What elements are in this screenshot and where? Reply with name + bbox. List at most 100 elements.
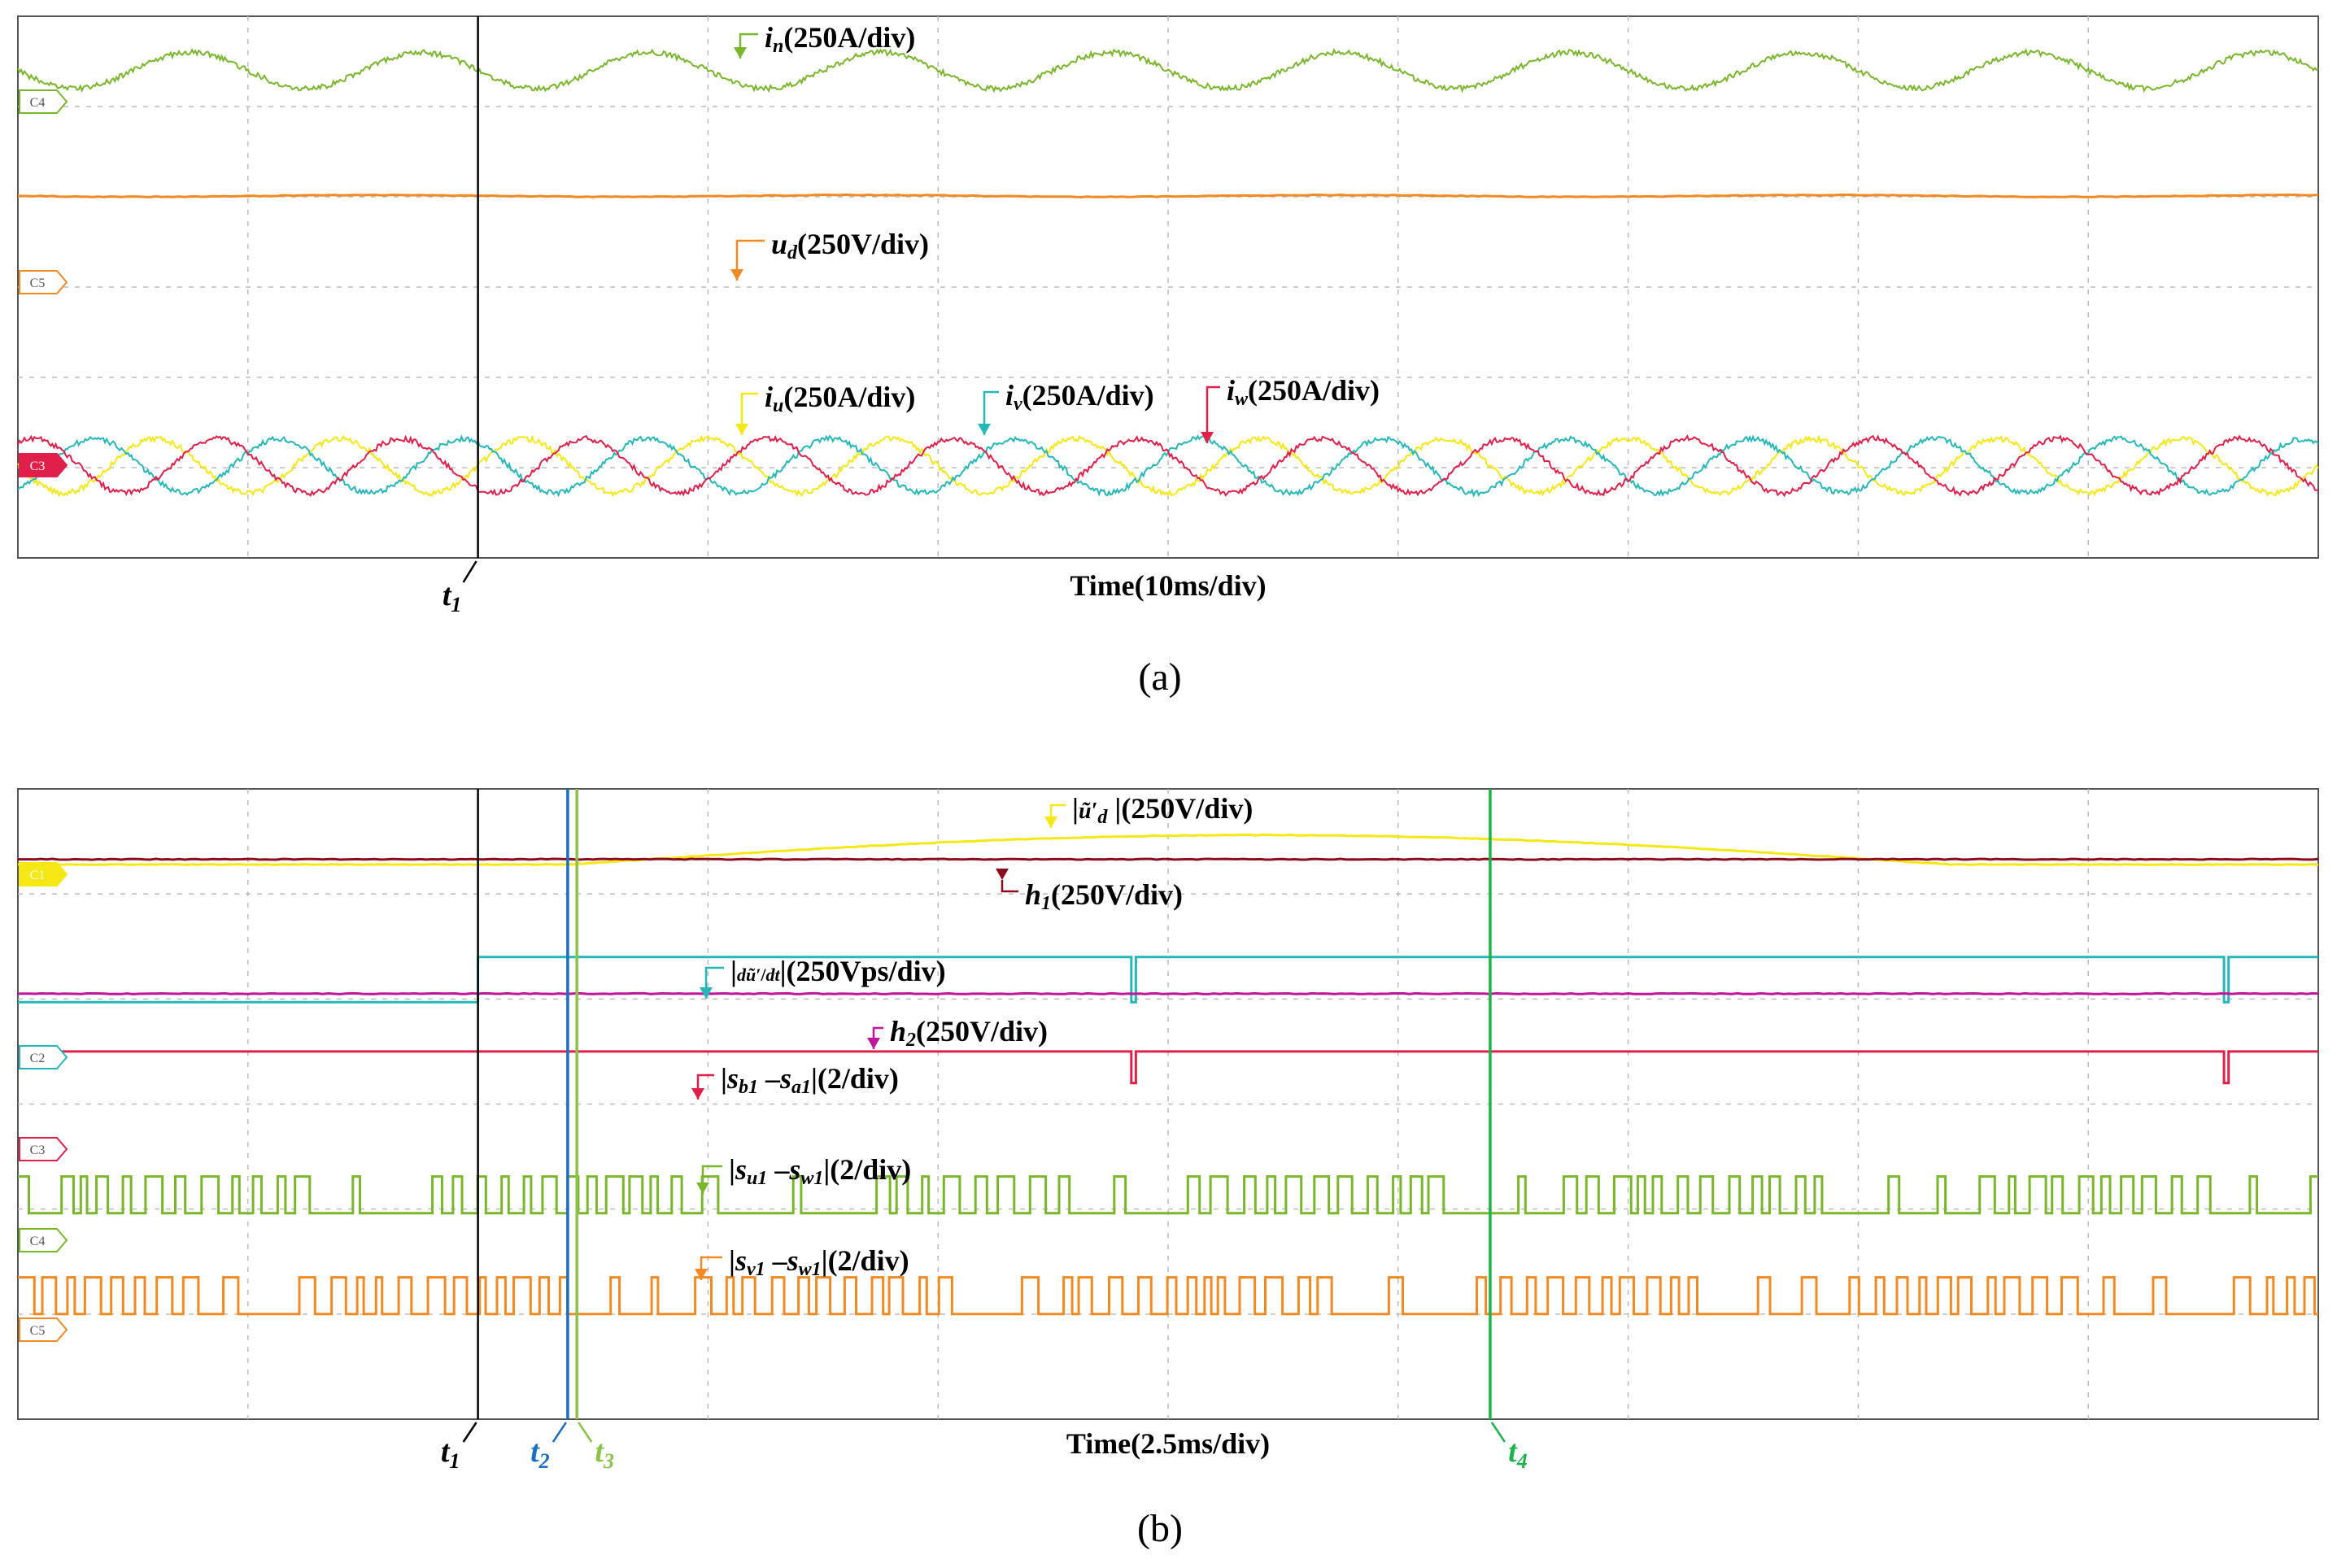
panel-b-label-sv1-sw1-part: v1: [747, 1259, 765, 1280]
channel-tag-text: C4: [30, 96, 46, 110]
panel-b-label-ud-abs: |ũ′d |(250V/div): [1072, 792, 1253, 828]
panel-b-xlabel: Time(2.5ms/div): [1066, 1427, 1270, 1460]
panel-b-label-su1-sw1-part: |(2/div): [823, 1153, 911, 1186]
panel-a-label-iu-arrow: [735, 424, 748, 435]
channel-tag-shape: [19, 1137, 68, 1161]
panel-b-label-h1-leader: [1001, 880, 1018, 893]
panel-a-caption: (a): [1138, 656, 1181, 699]
panel-b-label-h2: h2(250V/div): [890, 1015, 1048, 1051]
panel-a-label-in-arrow: [734, 47, 747, 59]
panel-b-label-sv1-sw1-part: –: [765, 1244, 788, 1277]
panel-a-trace-i-n: [17, 47, 2319, 94]
channel-tag-c4: C4: [19, 1228, 68, 1252]
panel-b-label-dudt-part: dũ′: [737, 965, 761, 985]
panel-b-label-h2-part: (250V/div): [916, 1015, 1048, 1048]
panel-a-label-ud: ud(250V/div): [771, 228, 929, 264]
panel-a-marker-t1-sub: 1: [451, 593, 461, 616]
panel-b-label-dudt-arrow: [700, 987, 713, 999]
channel-tag-text: C3: [30, 1143, 46, 1157]
panel-b-label-dudt-part: |(250Vps/div): [780, 955, 946, 987]
panel-b-marker-arrow-t3: [578, 1422, 593, 1443]
channel-tag-shape: [19, 1228, 68, 1252]
panel-a-label-iv-leader: [983, 390, 999, 435]
panel-b-marker-arrow-t1: [462, 1422, 477, 1443]
panel-b-trace-s-b1-s-a1: [18, 1050, 2318, 1085]
channel-tag-c1: C1: [19, 862, 68, 886]
panel-b-trace-u-d: [17, 834, 2319, 866]
panel-a-label-iv-part: i: [1005, 379, 1014, 412]
panel-a-label-iw-part: (250A/div): [1248, 374, 1380, 407]
panel-b-label-h1-part: (250V/div): [1051, 878, 1183, 911]
panel-b-label-h1: h1(250V/div): [1025, 878, 1183, 914]
panel-b-label-sb1-sa1-part: |: [721, 1062, 727, 1095]
panel-b-label-su1-sw1: |su1 –sw1|(2/div): [729, 1153, 911, 1189]
panel-b-label-su1-sw1-part: –: [767, 1153, 790, 1186]
panel-a-trace-u-d: [17, 193, 2319, 198]
panel-a-label-ud-arrow: [730, 269, 743, 281]
panel-b-label-sb1-sa1-part: s: [779, 1062, 791, 1095]
panel-b-label-ud-abs-part: ũ′: [1079, 799, 1097, 824]
panel-a-label-ud-part: u: [771, 228, 787, 260]
panel-b-label-sv1-sw1-arrow: [695, 1269, 708, 1280]
panel-b-label-sb1-sa1-part: –: [758, 1062, 781, 1095]
channel-tag-shape: [19, 270, 68, 294]
panel-b-label-sv1-sw1-part: |: [729, 1244, 735, 1277]
panel-b-label-sv1-sw1: |sv1 –sw1|(2/div): [729, 1244, 909, 1280]
panel-b-marker-t3-sub: 3: [603, 1449, 614, 1473]
panel-b-label-dudt-part: |: [730, 955, 737, 987]
panel-b-label-su1-sw1-part: u1: [747, 1168, 767, 1189]
panel-b-marker-t3: t3: [595, 1435, 614, 1473]
panel-a-label-iu: iu(250A/div): [765, 381, 915, 416]
panel-a-label-iu-leader: [740, 392, 758, 435]
panel-a-label-iw: iw(250A/div): [1227, 374, 1380, 410]
panel-b-label-sb1-sa1-arrow: [691, 1088, 704, 1100]
panel-b-trace-s-u1-s-w1: [18, 1175, 2318, 1215]
panel-b-label-h1-arrow: [996, 869, 1009, 880]
panel-a-marker-t1: t1: [443, 578, 462, 616]
panel-b-label-su1-sw1-part: s: [735, 1153, 747, 1186]
panel-b-marker-t2-sub: 2: [538, 1449, 550, 1473]
channel-tag-text: C2: [30, 1052, 46, 1065]
channel-tag-shape: [19, 453, 68, 477]
panel-b-label-ud-abs-arrow: [1044, 817, 1057, 828]
panel-b-label-sb1-sa1-part: a1: [791, 1077, 811, 1098]
panel-b-marker-arrow-t2: [552, 1422, 567, 1443]
channel-tag-shape: [19, 862, 68, 886]
panel-b-marker-t4-sym: t: [1508, 1435, 1518, 1469]
panel-a-label-in-part: (250A/div): [783, 21, 915, 54]
panel-b-label-h2-arrow: [867, 1038, 880, 1049]
panel-a: C4C5C3t1in(250A/div)ud(250V/div)iu(250A/…: [17, 15, 2319, 616]
panel-b-label-h1-part: h: [1025, 878, 1041, 911]
panel-a-marker-t1-sym: t: [443, 578, 452, 612]
panel-b-marker-t1-sym: t: [441, 1435, 451, 1469]
channel-tag-text: C1: [30, 869, 46, 882]
channel-tag-c4: C4: [19, 89, 68, 114]
panel-a-label-iw-part: w: [1235, 389, 1249, 410]
channel-tag-c5: C5: [19, 1318, 68, 1342]
panel-b-trace-h-2: [17, 991, 2319, 995]
panel-a-label-iv: iv(250A/div): [1005, 379, 1154, 415]
panel-b-label-sb1-sa1-part: |(2/div): [811, 1062, 899, 1095]
panel-b-label-su1-sw1-arrow: [696, 1183, 709, 1194]
panel-b-label-sb1-sa1: |sb1 –sa1|(2/div): [721, 1062, 899, 1098]
panel-b-marker-t4-sub: 4: [1516, 1449, 1528, 1473]
panel-a-label-iw-leader: [1206, 385, 1220, 443]
panel-b-caption: (b): [1137, 1507, 1183, 1550]
channel-tag-shape: [19, 89, 68, 114]
panel-b-label-h2-part: h: [890, 1015, 906, 1048]
panel-a-label-iv-part: v: [1014, 394, 1022, 415]
panel-b-marker-t1: t1: [441, 1435, 460, 1473]
channel-tag-shape: [19, 1318, 68, 1342]
panel-a-label-in-part: n: [773, 36, 783, 57]
channel-tag-c2: C2: [19, 1045, 68, 1069]
panel-b-label-sv1-sw1-part: w1: [799, 1259, 822, 1280]
panel-b-label-h1-part: 1: [1041, 893, 1051, 914]
channel-tag-c3: C3: [19, 453, 68, 477]
panel-b-marker-t4: t4: [1508, 1435, 1528, 1473]
panel-b-label-sv1-sw1-part: |(2/div): [822, 1244, 909, 1277]
panel-b-label-su1-sw1-part: s: [788, 1153, 800, 1186]
panel-b-label-ud-abs-part: |: [1072, 792, 1079, 825]
panel-b-marker-t3-sym: t: [595, 1435, 604, 1469]
